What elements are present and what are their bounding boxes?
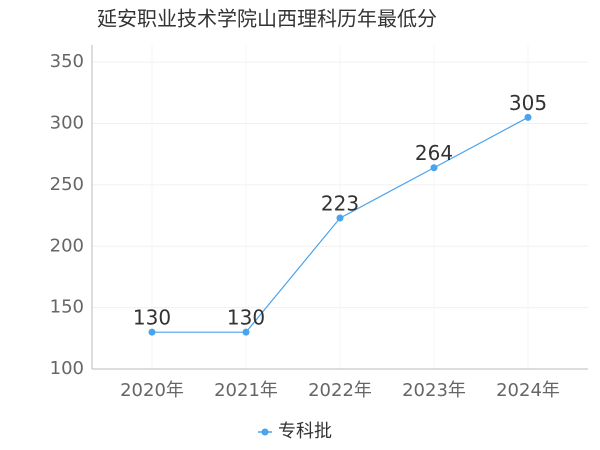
y-tick-label: 300	[50, 113, 84, 134]
point	[148, 328, 156, 336]
y-tick-label: 100	[50, 358, 84, 379]
data-label: 305	[509, 91, 547, 115]
data-label: 264	[415, 141, 453, 165]
y-tick-label: 250	[50, 174, 84, 195]
data-label: 223	[321, 192, 359, 216]
point	[430, 164, 438, 172]
point	[242, 328, 250, 336]
x-tick-label: 2021年	[214, 380, 278, 401]
point	[336, 214, 344, 222]
data-label: 130	[227, 306, 265, 330]
x-tick-label: 2020年	[120, 380, 184, 401]
x-tick-label: 2024年	[496, 380, 560, 401]
data-label: 130	[133, 306, 171, 330]
point	[524, 113, 532, 121]
y-tick-label: 200	[50, 235, 84, 256]
x-tick-label: 2023年	[402, 380, 466, 401]
chart-title: 延安职业技术学院山西理科历年最低分	[97, 7, 437, 31]
y-tick-label: 150	[50, 297, 84, 318]
legend-label: 专科批	[278, 421, 332, 442]
y-tick-label: 350	[50, 51, 84, 72]
x-tick-label: 2022年	[308, 380, 372, 401]
legend-marker	[261, 428, 269, 436]
